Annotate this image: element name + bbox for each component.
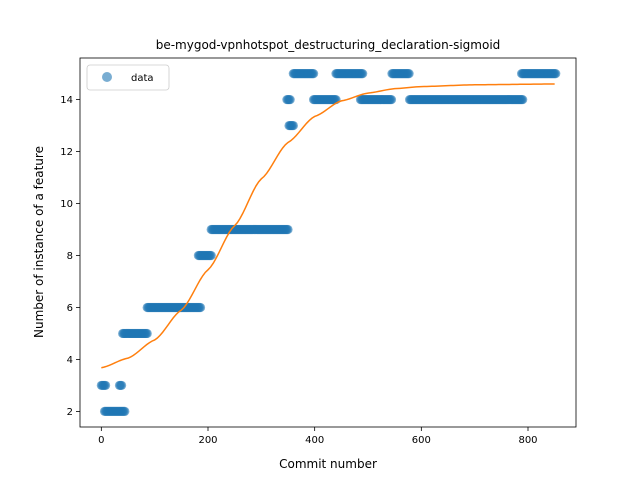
legend-box xyxy=(86,64,170,91)
chart-title: be-mygod-vpnhotspot_destructuring_declar… xyxy=(156,38,501,52)
axes-frame xyxy=(79,57,577,428)
y-tick-label: 12 xyxy=(60,147,73,158)
y-tick-label: 6 xyxy=(67,303,73,314)
y-tick-label: 8 xyxy=(67,251,73,262)
data-point xyxy=(288,120,298,131)
y-axis-ticks: 2 4 6 8 10 12 14 xyxy=(60,95,80,418)
fit-curve xyxy=(101,83,555,369)
data-point xyxy=(358,68,368,79)
y-tick-label: 4 xyxy=(67,355,73,366)
y-axis-label: Number of instance of a feature xyxy=(32,146,46,338)
data-point xyxy=(142,328,152,339)
data-point xyxy=(117,380,127,391)
data-point xyxy=(285,94,295,105)
data-point xyxy=(101,380,111,391)
x-tick-label: 200 xyxy=(198,435,217,446)
y-tick-label: 14 xyxy=(60,95,73,106)
data-point xyxy=(386,94,397,105)
data-point xyxy=(206,250,216,261)
data-point xyxy=(404,68,414,79)
plot-area xyxy=(96,68,561,417)
data-point xyxy=(195,302,206,313)
x-tick-label: 0 xyxy=(98,435,104,446)
data-point xyxy=(283,224,293,235)
data-point xyxy=(518,94,528,105)
data-point xyxy=(551,68,561,79)
legend-label-data: data xyxy=(131,73,154,84)
data-points xyxy=(96,68,561,417)
x-axis-ticks: 0 200 400 600 800 xyxy=(98,427,538,446)
data-point xyxy=(309,68,319,79)
x-tick-label: 400 xyxy=(305,435,324,446)
y-tick-label: 10 xyxy=(60,199,73,210)
legend: data xyxy=(86,64,170,91)
data-point xyxy=(120,406,130,417)
fit-curve-layer xyxy=(101,83,555,369)
x-axis-label: Commit number xyxy=(279,457,377,471)
legend-marker-data xyxy=(102,72,112,82)
x-tick-label: 600 xyxy=(412,435,431,446)
y-tick-label: 2 xyxy=(67,407,73,418)
x-tick-label: 800 xyxy=(518,435,537,446)
